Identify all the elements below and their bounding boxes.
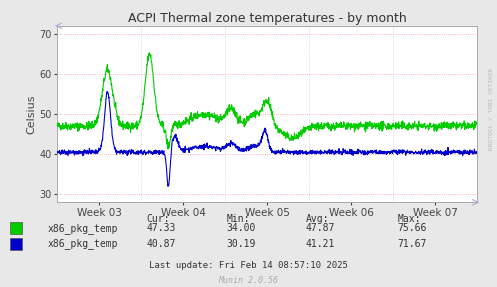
Text: Max:: Max: [398, 214, 421, 224]
Text: 34.00: 34.00 [226, 223, 255, 233]
Text: x86_pkg_temp: x86_pkg_temp [47, 223, 118, 234]
Text: 75.66: 75.66 [398, 223, 427, 233]
Text: 40.87: 40.87 [147, 239, 176, 249]
Text: Avg:: Avg: [306, 214, 329, 224]
Text: Min:: Min: [226, 214, 249, 224]
Text: 47.87: 47.87 [306, 223, 335, 233]
Title: ACPI Thermal zone temperatures - by month: ACPI Thermal zone temperatures - by mont… [128, 12, 407, 25]
Text: Munin 2.0.56: Munin 2.0.56 [219, 276, 278, 285]
Y-axis label: Celsius: Celsius [26, 94, 36, 134]
Text: 47.33: 47.33 [147, 223, 176, 233]
Text: Last update: Fri Feb 14 08:57:10 2025: Last update: Fri Feb 14 08:57:10 2025 [149, 261, 348, 270]
Text: Cur:: Cur: [147, 214, 170, 224]
Text: 71.67: 71.67 [398, 239, 427, 249]
Text: 41.21: 41.21 [306, 239, 335, 249]
Text: RRDTOOL / TOBI OETIKER: RRDTOOL / TOBI OETIKER [488, 68, 493, 150]
Text: x86_pkg_temp: x86_pkg_temp [47, 238, 118, 249]
Text: 30.19: 30.19 [226, 239, 255, 249]
